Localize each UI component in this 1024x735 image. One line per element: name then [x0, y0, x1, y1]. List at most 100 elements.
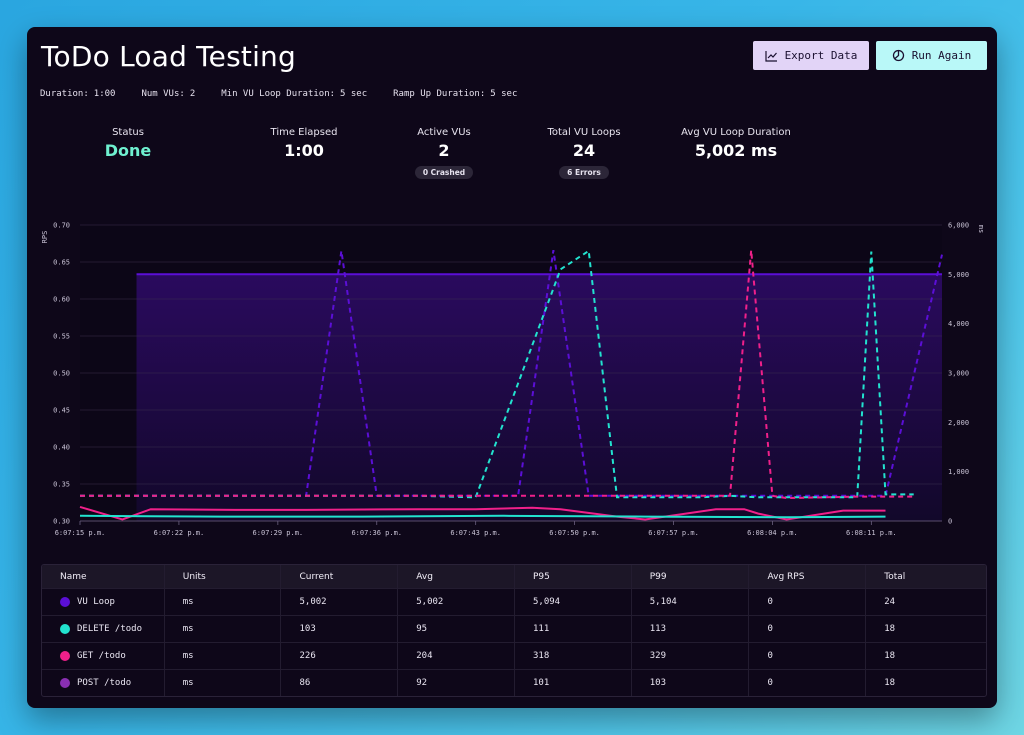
name-cell: VU Loop [42, 589, 164, 615]
total-cell: 18 [865, 616, 986, 642]
series-line-delete-todo [80, 249, 914, 499]
stat-total-loops: Total VU Loops 24 6 Errors [509, 127, 659, 179]
y-right-tick-label: 1,000 [948, 468, 969, 476]
stat-active-vus: Active VUs 2 0 Crashed [369, 127, 519, 179]
x-tick-label: 6:07:50 p.m. [549, 529, 600, 537]
column-header: Current [280, 565, 397, 588]
metrics-table: Name Units Current Avg P95 P99 Avg RPS T… [41, 564, 987, 697]
meta-label: Duration: [40, 89, 89, 99]
meta-label: Min VU Loop Duration: [221, 89, 336, 99]
units-cell: ms [163, 616, 281, 642]
p95-cell: 318 [513, 643, 631, 669]
line-chart-icon [764, 50, 777, 62]
x-tick-label: 6:07:29 p.m. [253, 529, 304, 537]
y-right-tick-label: 3,000 [948, 370, 969, 378]
y-left-tick-label: 0.60 [53, 296, 70, 304]
x-tick-label: 6:07:15 p.m. [55, 529, 106, 537]
run-again-button[interactable]: Run Again [876, 41, 987, 70]
stat-label: Time Elapsed [270, 127, 338, 138]
avg-rps-cell: 0 [748, 670, 865, 696]
units-cell: ms [163, 670, 281, 696]
stat-avg-loop-duration: Avg VU Loop Duration 5,002 ms [661, 127, 811, 160]
meta-ramp-up: Ramp Up Duration: 5 sec [393, 89, 517, 99]
export-data-button[interactable]: Export Data [753, 41, 869, 70]
y-left-tick-label: 0.45 [53, 407, 70, 415]
series-line-get-todo [79, 505, 886, 521]
x-tick-label: 6:07:57 p.m. [648, 529, 699, 537]
stat-label: Avg VU Loop Duration [681, 127, 791, 138]
series-color-dot [60, 624, 70, 634]
meta-value: 2 [189, 89, 196, 99]
series-color-dot [60, 651, 70, 661]
y-left-tick-label: 0.35 [53, 481, 70, 489]
column-header: Avg RPS [748, 565, 865, 588]
current-cell: 5,002 [280, 589, 397, 615]
series-color-dot [60, 678, 70, 688]
x-tick-label: 6:07:43 p.m. [450, 529, 501, 537]
x-tick-label: 6:07:22 p.m. [154, 529, 205, 537]
y-right-unit-label: ms [977, 225, 985, 233]
avg-rps-cell: 0 [748, 616, 865, 642]
current-cell: 226 [280, 643, 397, 669]
y-left-tick-label: 0.30 [53, 518, 70, 526]
test-config: Duration: 1:00 Num VUs: 2 Min VU Loop Dura… [40, 89, 517, 99]
series-name: VU Loop [77, 597, 115, 607]
performance-chart: 0.70 0.65 0.60 0.55 0.50 0.45 0.40 0.35 0.30 6,00… [35, 217, 989, 547]
units-cell: ms [163, 589, 281, 615]
y-left-tick-label: 0.50 [53, 370, 70, 378]
current-cell: 103 [280, 616, 397, 642]
avg-cell: 92 [397, 670, 514, 696]
series-name: GET /todo [77, 651, 126, 661]
name-cell: POST /todo [42, 670, 164, 696]
total-cell: 18 [865, 670, 986, 696]
status-value: Done [104, 141, 152, 160]
series-name: DELETE /todo [77, 624, 143, 634]
y-right-tick-label: 0 [948, 518, 952, 526]
export-data-label: Export Data [784, 49, 858, 62]
p95-cell: 5,094 [513, 589, 631, 615]
meta-num-vus: Num VUs: 2 [141, 89, 195, 99]
y-left-tick-label: 0.55 [53, 333, 70, 341]
series-line-get-todo [80, 250, 914, 500]
series-name: POST /todo [77, 678, 132, 688]
avg-cell: 5,002 [397, 589, 514, 615]
time-elapsed-value: 1:00 [284, 141, 324, 160]
errors-badge: 6 Errors [559, 166, 609, 179]
column-header: Total [865, 565, 986, 588]
meta-duration: Duration: 1:00 [40, 89, 115, 99]
table-row: POST /todo ms 86 92 101 103 0 18 [42, 669, 986, 696]
y-left-tick-label: 0.70 [53, 222, 70, 230]
stat-label: Status [112, 127, 144, 138]
units-cell: ms [163, 643, 281, 669]
y-left-unit-label: RPS [41, 231, 49, 244]
p99-cell: 329 [630, 643, 749, 669]
avg-rps-cell: 0 [748, 643, 865, 669]
name-cell: DELETE /todo [42, 616, 164, 642]
y-right-tick-label: 5,000 [948, 271, 969, 279]
table-row: VU Loop ms 5,002 5,002 5,094 5,104 0 24 [42, 588, 986, 615]
vu-loop-area [136, 274, 942, 521]
total-cell: 18 [865, 643, 986, 669]
y-left-tick-label: 0.65 [53, 259, 70, 267]
column-header: Name [60, 571, 87, 582]
meta-value: 5 sec [340, 89, 368, 99]
refresh-icon [892, 49, 904, 62]
meta-label: Num VUs: [141, 89, 185, 99]
y-left-tick-label: 0.40 [53, 444, 70, 452]
p99-cell: 113 [630, 616, 749, 642]
total-cell: 24 [865, 589, 986, 615]
page-title: ToDo Load Testing [41, 40, 296, 73]
avg-cell: 95 [397, 616, 514, 642]
p95-cell: 101 [513, 670, 631, 696]
table-row: GET /todo ms 226 204 318 329 0 18 [42, 642, 986, 669]
p99-cell: 103 [630, 670, 749, 696]
meta-value: 5 sec [490, 89, 518, 99]
active-vus-value: 2 [438, 141, 450, 160]
y-right-tick-label: 4,000 [948, 320, 969, 328]
avg-rps-cell: 0 [748, 589, 865, 615]
chart-svg: 0.70 0.65 0.60 0.55 0.50 0.45 0.40 0.35 0.30 6,00… [41, 222, 985, 538]
avg-loop-duration-value: 5,002 ms [694, 141, 778, 160]
series-line-vu-loop [80, 250, 943, 497]
meta-label: Ramp Up Duration: [393, 89, 486, 99]
summary-stats: Status Done Time Elapsed 1:00 Active VUs… [27, 127, 997, 187]
